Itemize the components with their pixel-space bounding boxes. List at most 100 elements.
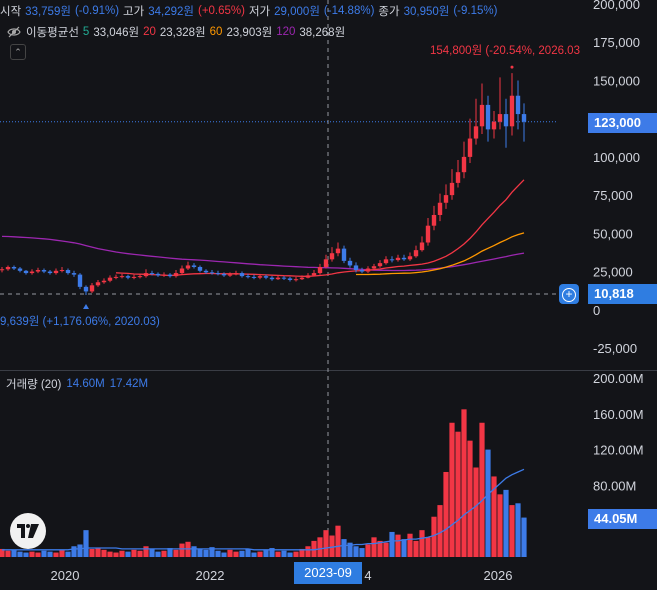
- candle-body: [311, 273, 317, 276]
- candle-body: [149, 273, 155, 275]
- volume-bar: [443, 471, 449, 557]
- candle-body: [473, 126, 479, 139]
- candle-body: [125, 276, 131, 278]
- ma120-line: [1, 235, 525, 272]
- high-label: 고가: [123, 6, 145, 18]
- volume-bar: [59, 549, 65, 557]
- candle-body: [485, 104, 491, 130]
- volume-bar: [245, 548, 251, 557]
- candle-body: [455, 172, 461, 183]
- candle-body: [47, 271, 53, 274]
- close-value: 30,950원: [403, 6, 450, 18]
- volume-bar: [305, 546, 311, 557]
- tradingview-logo-icon[interactable]: [10, 513, 46, 549]
- candle-body: [83, 286, 89, 292]
- candle-body: [29, 271, 35, 274]
- volume-bar: [311, 540, 317, 557]
- volume-bar: [197, 548, 203, 557]
- volume-ma-line: [2, 468, 525, 551]
- volume-bar: [53, 552, 59, 557]
- candle-body: [269, 277, 275, 280]
- candle-body: [497, 114, 503, 122]
- volume-bar: [119, 550, 125, 557]
- price-axis-tick: -25,000: [593, 341, 637, 356]
- volume-bar: [401, 539, 407, 557]
- candle-body: [335, 248, 341, 254]
- volume-bar: [209, 547, 215, 557]
- candle-body: [155, 273, 161, 276]
- volume-bar: [41, 550, 47, 557]
- time-axis-tick: 2022: [196, 568, 225, 583]
- volume-bar: [389, 531, 395, 557]
- volume-bar: [497, 494, 503, 557]
- time-axis-tick: 2020: [51, 568, 80, 583]
- volume-bar: [431, 516, 437, 557]
- candle-body: [491, 121, 497, 130]
- volume-bar: [461, 409, 467, 557]
- time-axis-tick: 2026: [484, 568, 513, 583]
- close-label: 종가: [378, 6, 400, 18]
- volume-bar: [359, 548, 365, 557]
- candle-body: [209, 272, 215, 274]
- volume-bar: [113, 552, 119, 557]
- add-plus-button[interactable]: +: [559, 284, 579, 304]
- volume-title: 거래량 (20): [6, 379, 62, 391]
- volume-bar: [467, 440, 473, 557]
- volume-bar: [17, 551, 23, 557]
- volume-bar: [383, 542, 389, 557]
- candle-body: [521, 114, 527, 122]
- volume-bar: [395, 534, 401, 557]
- candle-body: [407, 256, 413, 260]
- candle-body: [467, 138, 473, 157]
- volume-bar: [107, 551, 113, 557]
- candle-body: [515, 95, 521, 115]
- collapse-legend-icon[interactable]: ⌃: [10, 44, 26, 60]
- candle-body: [95, 282, 101, 286]
- volume-bar: [293, 551, 299, 557]
- volume-bar: [221, 552, 227, 557]
- ma20-value: 23,328원: [159, 27, 206, 39]
- candle-body: [353, 265, 359, 271]
- volume-bar: [77, 544, 83, 557]
- volume-bar: [155, 551, 161, 557]
- volume-bar: [149, 548, 155, 557]
- candle-body: [107, 277, 113, 281]
- high-value: 34,292원: [148, 6, 194, 18]
- candle-body: [41, 270, 47, 272]
- visibility-off-icon[interactable]: [6, 25, 22, 39]
- candle-body: [23, 270, 29, 274]
- ma120-value: 38,268원: [299, 27, 346, 39]
- high-pct: (+0.65%): [197, 5, 245, 17]
- candle-body: [281, 277, 287, 279]
- candle-body: [377, 263, 383, 267]
- volume-bar: [299, 548, 305, 557]
- last-volume-tag: 44.05M: [588, 509, 657, 529]
- candle-body: [425, 225, 431, 243]
- moving-average-legend[interactable]: 이동평균선 5 33,046원 20 23,328원 60 23,903원 12…: [0, 22, 349, 42]
- volume-bar: [5, 550, 11, 557]
- low-pct: (-14.88%): [323, 5, 375, 17]
- candle-body: [185, 265, 191, 269]
- ma60-line: [356, 232, 525, 276]
- ma5-period: 5: [82, 26, 90, 38]
- volume-bar: [251, 552, 257, 557]
- candle-body: [437, 202, 443, 215]
- candle-body: [263, 276, 269, 278]
- low-label: 저가: [248, 6, 271, 18]
- volume-bar: [35, 552, 41, 557]
- volume-bar: [521, 517, 527, 557]
- volume-bar: [335, 525, 341, 557]
- volume-bar: [95, 548, 101, 557]
- candle-body: [329, 253, 335, 260]
- volume-bar: [437, 505, 443, 557]
- volume-bar: [485, 449, 491, 557]
- volume-bar: [191, 546, 197, 557]
- candle-body: [101, 280, 107, 283]
- volume-bar: [275, 551, 281, 557]
- volume-bar: [449, 422, 455, 557]
- volume-bar: [455, 431, 461, 557]
- price-axis-tick: 150,000: [593, 73, 640, 88]
- volume-bar: [341, 539, 347, 557]
- price-axis-tick: 0: [593, 303, 600, 318]
